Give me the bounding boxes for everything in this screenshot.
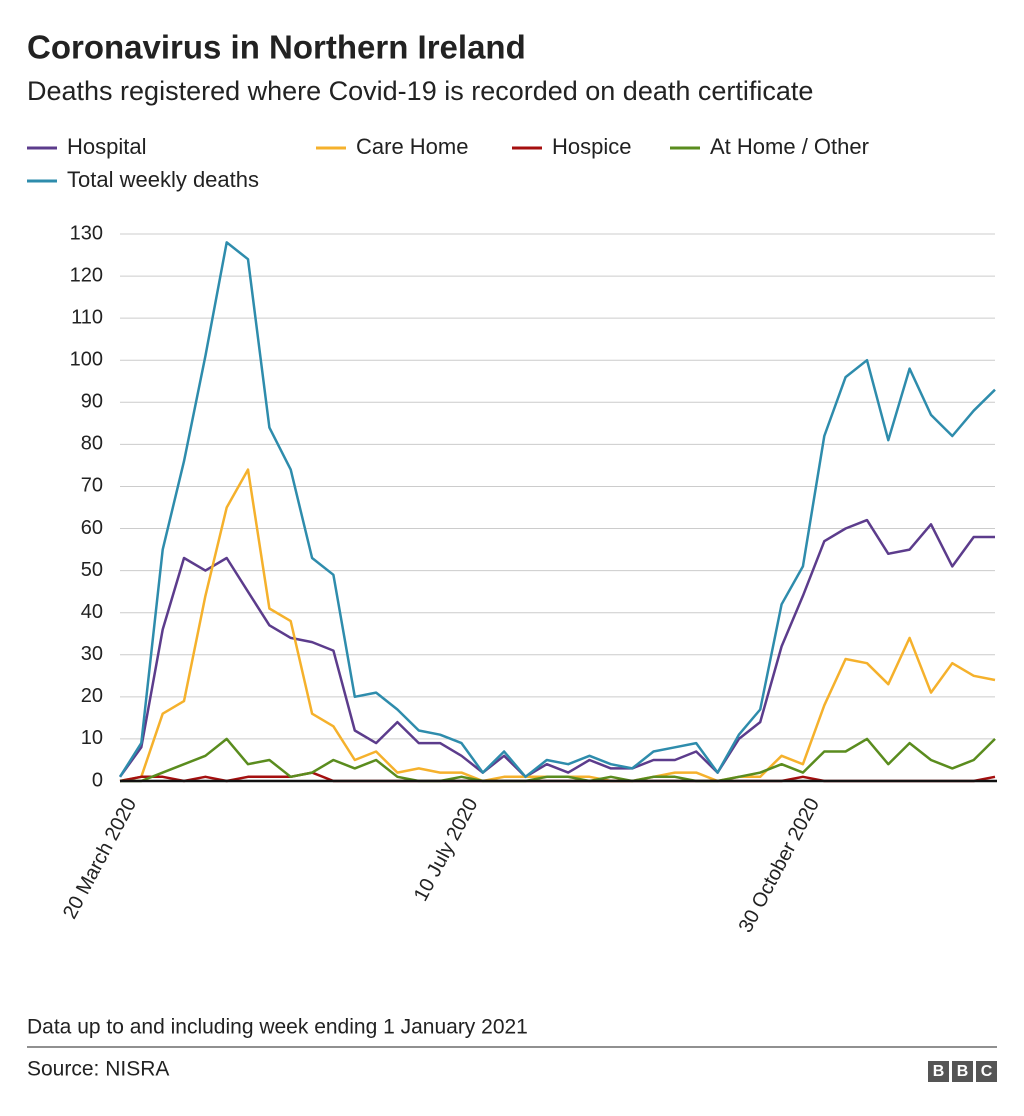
note: Data up to and including week ending 1 J…: [27, 1016, 528, 1039]
series-line: [120, 737, 996, 783]
x-tick-label: 10 July 2020: [410, 794, 483, 904]
logo-box: [952, 1061, 973, 1082]
series-line: [118, 241, 996, 779]
series-line: [119, 468, 996, 783]
x-tick-label: 30 October 2020: [735, 794, 824, 936]
logo-letter: B: [933, 1063, 945, 1080]
y-tick-label: 100: [70, 349, 103, 371]
y-tick-label: 70: [81, 475, 103, 497]
y-tick-label: 20: [81, 685, 103, 707]
logo-box: [976, 1061, 997, 1082]
y-tick-label: 40: [81, 601, 103, 623]
y-tick-label: 0: [92, 769, 103, 791]
y-tick-label: 60: [81, 517, 103, 539]
legend-label: Care Home: [356, 134, 468, 159]
series-line: [118, 518, 995, 779]
legend-label: Hospital: [67, 134, 146, 159]
y-tick-label: 130: [70, 222, 103, 244]
legend-label: Total weekly deaths: [67, 167, 259, 192]
chart-subtitle: Deaths registered where Covid-19 is reco…: [27, 76, 813, 106]
logo: B B C: [928, 1061, 997, 1082]
y-tick-label: 30: [81, 643, 103, 665]
logo-box: [928, 1061, 949, 1082]
logo-letter: C: [981, 1063, 993, 1080]
logo-letter: B: [957, 1063, 969, 1080]
y-tick-label: 120: [70, 264, 103, 286]
legend-label: Hospice: [552, 134, 631, 159]
chart-title: Coronavirus in Northern Ireland: [27, 29, 526, 66]
y-tick-label: 80: [81, 433, 103, 455]
y-tick-label: 110: [71, 306, 103, 328]
y-tick-label: 50: [81, 559, 103, 581]
source: Source: NISRA: [27, 1058, 169, 1081]
x-tick-label: 20 March 2020: [59, 794, 141, 922]
legend-label: At Home / Other: [710, 134, 869, 159]
y-tick-label: 10: [81, 727, 103, 749]
y-tick-label: 90: [81, 391, 103, 413]
